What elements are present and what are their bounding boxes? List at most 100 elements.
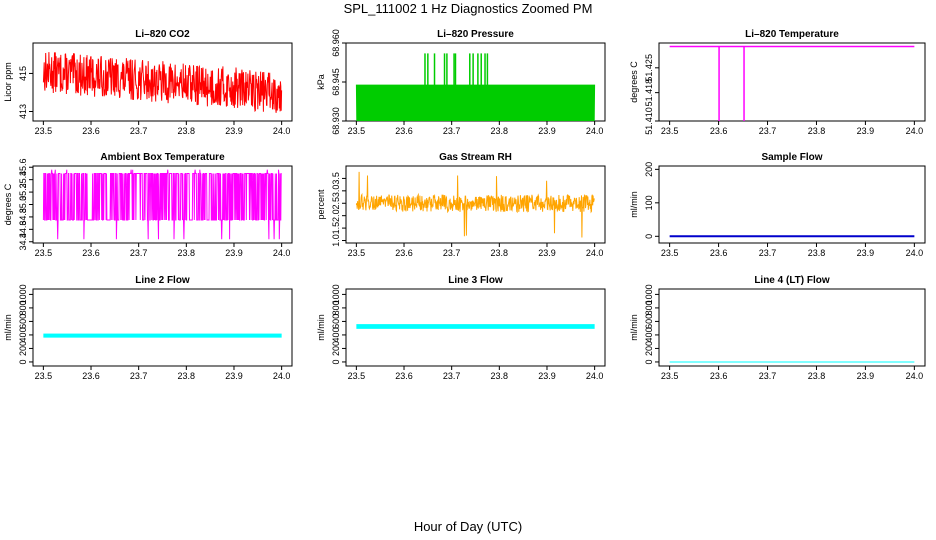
plot-frame: [32, 288, 293, 367]
y-tick-label: 600: [331, 314, 341, 329]
x-tick-label: 23.8: [491, 126, 509, 136]
x-tick-label: 23.9: [857, 371, 875, 381]
y-tick-label: 400: [18, 327, 28, 342]
x-tick-label: 23.8: [808, 371, 826, 381]
x-tick-label: 24.0: [906, 126, 924, 136]
x-tick-label: 23.7: [759, 126, 777, 136]
x-tick-label: 23.9: [225, 248, 243, 258]
y-tick-label: 1000: [331, 284, 341, 304]
y-tick-label: 200: [644, 341, 654, 356]
y-tick-label: 3.0: [331, 185, 341, 198]
x-tick-label: 23.6: [710, 371, 728, 381]
plot-frame: [658, 288, 926, 367]
y-tick-label: 35.4: [18, 171, 28, 189]
x-tick-label: 23.7: [443, 371, 461, 381]
x-tick-label: 24.0: [906, 371, 924, 381]
chart-title: Li–820 Temperature: [745, 29, 839, 40]
x-tick-label: 23.7: [759, 248, 777, 258]
y-tick-label: 34.8: [18, 208, 28, 226]
x-tick-label: 23.9: [225, 126, 243, 136]
x-tick-label: 24.0: [273, 126, 291, 136]
plot-frame: [658, 165, 926, 244]
x-tick-label: 24.0: [906, 248, 924, 258]
chart-title: Ambient Box Temperature: [100, 152, 225, 163]
y-tick-label: 200: [644, 162, 654, 177]
y-tick-label: 800: [331, 300, 341, 315]
y-tick-label: 2.5: [331, 197, 341, 210]
y-tick-label: 68.930: [331, 107, 341, 135]
y-tick-label: 34.4: [18, 233, 28, 251]
x-tick-label: 23.7: [443, 126, 461, 136]
plot-frame: [345, 165, 606, 244]
y-tick-label: 800: [18, 300, 28, 315]
series-band: [43, 333, 282, 338]
chart-title: Sample Flow: [761, 152, 822, 163]
y-tick-label: 0: [644, 234, 654, 239]
y-tick-label: 200: [18, 341, 28, 356]
chart-title: Line 4 (LT) Flow: [754, 275, 830, 286]
y-axis-label: ml/min: [3, 314, 13, 341]
x-tick-label: 23.5: [35, 371, 53, 381]
x-tick-label: 23.9: [225, 371, 243, 381]
y-tick-label: 3.5: [331, 172, 341, 185]
y-axis-label: ml/min: [629, 314, 639, 341]
x-tick-label: 23.9: [538, 248, 556, 258]
y-tick-label: 400: [644, 327, 654, 342]
chart-panel-7: Line 2 Flow 23.5 23.6 23.7 23.8 23.9 24.0 0 2004…: [3, 275, 293, 381]
chart-title: Li–820 Pressure: [437, 29, 514, 40]
y-tick-label: 1000: [18, 284, 28, 304]
x-tick-label: 23.6: [710, 248, 728, 258]
chart-panel-6: Sample Flow 23.5 23.6 23.7 23.8 23.9 24.0 0 100 2…: [629, 152, 926, 258]
y-tick-label: 413: [18, 104, 28, 119]
y-axis-label: percent: [316, 189, 326, 220]
x-tick-label: 23.8: [178, 371, 196, 381]
x-tick-label: 23.6: [395, 248, 413, 258]
y-tick-label: 0: [331, 359, 341, 364]
y-tick-label: 35.2: [18, 183, 28, 201]
x-tick-label: 24.0: [586, 248, 604, 258]
x-tick-label: 23.5: [348, 371, 366, 381]
chart-title: Li–820 CO2: [135, 29, 190, 40]
y-tick-label: 2.0: [331, 209, 341, 222]
x-tick-label: 24.0: [586, 126, 604, 136]
x-tick-label: 23.5: [661, 126, 679, 136]
y-tick-label: 51.410: [644, 107, 654, 135]
chart-panel-2: Li–820 Pressure 23.5 23.6 23.7 23.8 23.9 24.0 6…: [316, 29, 606, 136]
x-tick-label: 23.6: [395, 126, 413, 136]
x-tick-label: 24.0: [273, 248, 291, 258]
x-tick-label: 23.5: [35, 248, 53, 258]
chart-title: Gas Stream RH: [439, 152, 512, 163]
x-axis-label: Hour of Day (UTC): [414, 519, 522, 534]
x-tick-label: 23.6: [395, 371, 413, 381]
x-tick-label: 24.0: [586, 371, 604, 381]
x-tick-label: 23.5: [661, 248, 679, 258]
series-line: [355, 84, 596, 122]
series-line: [355, 171, 595, 238]
chart-panel-9: Line 4 (LT) Flow 23.5 23.6 23.7 23.8 23.9 24.0…: [629, 275, 926, 381]
y-tick-label: 415: [18, 66, 28, 81]
x-tick-label: 23.5: [348, 126, 366, 136]
y-tick-label: 35.6: [18, 158, 28, 176]
x-tick-label: 23.9: [538, 371, 556, 381]
y-axis-label: degrees C: [3, 183, 13, 225]
x-tick-label: 23.6: [82, 248, 100, 258]
x-tick-label: 23.8: [491, 248, 509, 258]
y-tick-label: 35.0: [18, 196, 28, 214]
x-tick-label: 24.0: [273, 371, 291, 381]
x-tick-label: 23.8: [808, 126, 826, 136]
x-tick-label: 23.6: [82, 371, 100, 381]
y-tick-label: 0: [644, 359, 654, 364]
x-tick-label: 23.5: [35, 126, 53, 136]
chart-panel-8: Line 3 Flow 23.5 23.6 23.7 23.8 23.9 24.0 0 2004…: [316, 275, 606, 381]
x-tick-label: 23.8: [178, 126, 196, 136]
y-axis-label: ml/min: [629, 191, 639, 218]
x-tick-label: 23.8: [491, 371, 509, 381]
y-tick-label: 0: [18, 359, 28, 364]
x-tick-label: 23.6: [82, 126, 100, 136]
series-band: [356, 324, 595, 329]
x-tick-label: 23.7: [130, 371, 148, 381]
chart-title: Line 2 Flow: [135, 275, 190, 286]
plot-frame: [658, 42, 926, 122]
y-axis-label: degrees C: [629, 61, 639, 103]
x-tick-label: 23.9: [538, 126, 556, 136]
